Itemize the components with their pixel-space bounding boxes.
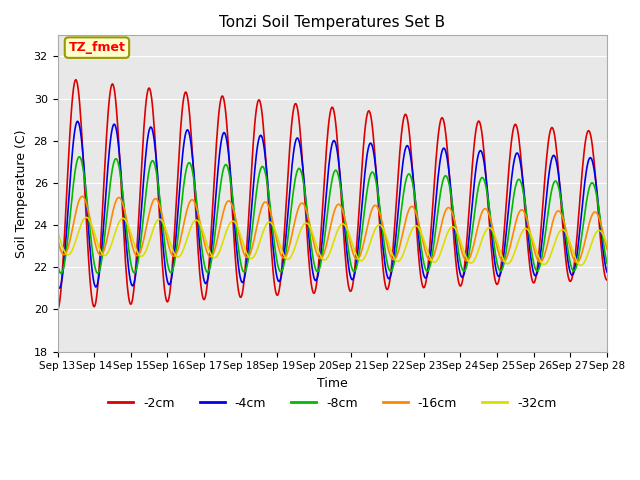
Title: Tonzi Soil Temperatures Set B: Tonzi Soil Temperatures Set B — [219, 15, 445, 30]
Y-axis label: Soil Temperature (C): Soil Temperature (C) — [15, 129, 28, 258]
Text: TZ_fmet: TZ_fmet — [68, 41, 125, 54]
Legend: -2cm, -4cm, -8cm, -16cm, -32cm: -2cm, -4cm, -8cm, -16cm, -32cm — [103, 392, 561, 415]
X-axis label: Time: Time — [317, 377, 348, 390]
